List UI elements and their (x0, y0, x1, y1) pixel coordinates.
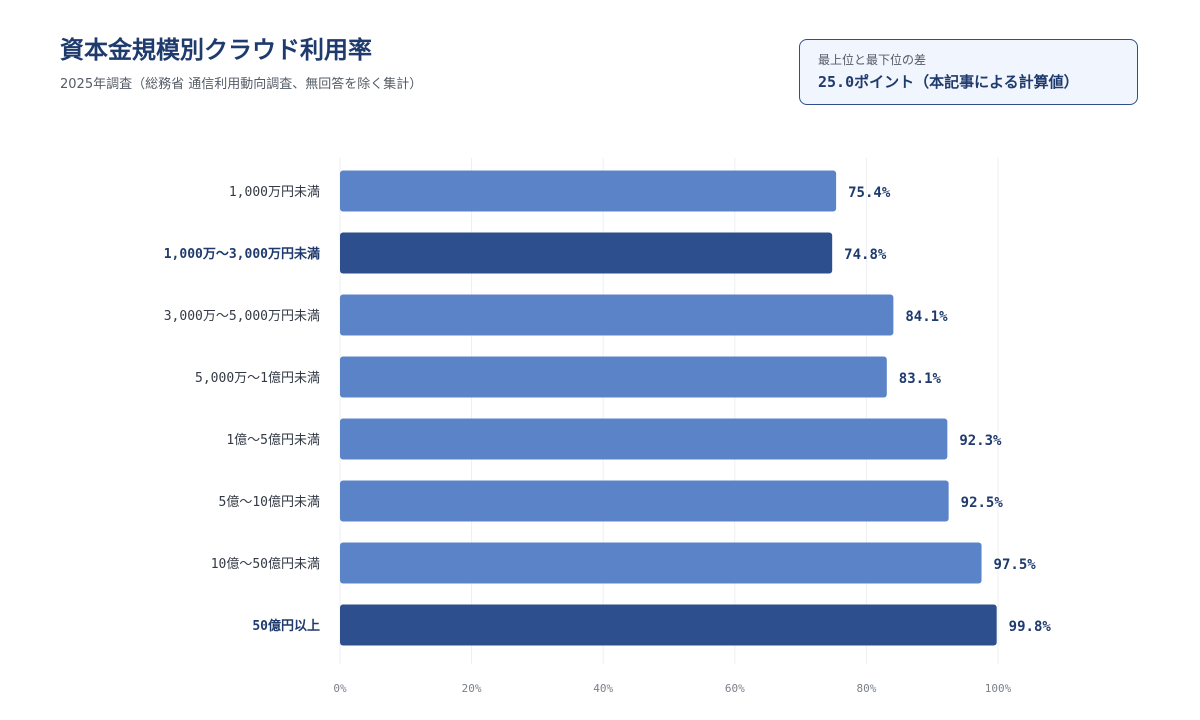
value-label: 92.5% (961, 495, 1004, 511)
category-label: 1,000万～3,000万円未満 (164, 246, 320, 262)
value-label: 97.5% (994, 557, 1037, 573)
x-tick-label: 20% (462, 682, 482, 695)
category-label: 5,000万～1億円未満 (195, 370, 320, 386)
value-label: 75.4% (848, 185, 891, 201)
callout-value: 25.0ポイント（本記事による計算値） (818, 73, 1079, 91)
bar (340, 480, 949, 522)
bar (340, 294, 894, 336)
value-label: 92.3% (959, 433, 1002, 449)
value-label: 99.8% (1009, 619, 1052, 635)
category-label: 50億円以上 (252, 618, 320, 634)
value-label: 74.8% (844, 247, 887, 263)
callout-label: 最上位と最下位の差 (818, 53, 927, 67)
category-label: 1,000万円未満 (229, 185, 320, 200)
bar (340, 604, 997, 646)
x-tick-label: 60% (725, 682, 745, 695)
difference-callout: 最上位と最下位の差 25.0ポイント（本記事による計算値） (799, 39, 1138, 105)
x-tick-label: 100% (985, 682, 1012, 695)
value-label: 84.1% (905, 309, 948, 325)
bar (340, 232, 833, 274)
value-label: 83.1% (899, 371, 942, 387)
bar (340, 418, 948, 460)
bar (340, 542, 982, 584)
bar (340, 170, 837, 212)
bar (340, 356, 887, 398)
chart-title: 資本金規模別クラウド利用率 (60, 36, 372, 64)
category-label: 5億～10億円未満 (219, 494, 320, 510)
x-tick-label: 80% (856, 682, 876, 695)
category-label: 10億～50億円未満 (211, 556, 320, 572)
chart-subtitle: 2025年調査（総務省 通信利用動向調査、無回答を除く集計） (60, 77, 423, 92)
category-label: 3,000万～5,000万円未満 (164, 309, 320, 324)
x-tick-label: 0% (333, 682, 347, 695)
category-label: 1億～5億円未満 (226, 432, 320, 448)
x-tick-label: 40% (593, 682, 613, 695)
